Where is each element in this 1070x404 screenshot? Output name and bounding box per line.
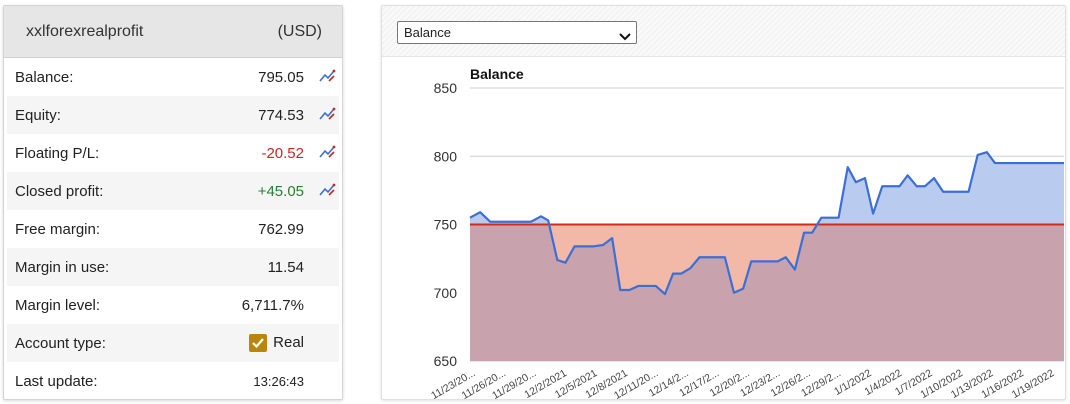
floating-pl-chart-icon[interactable] — [318, 144, 336, 160]
free-margin-label: Free margin: — [15, 220, 101, 238]
chart-toolbar: Balance — [382, 6, 1065, 57]
real-checkbox-icon — [249, 334, 268, 353]
chart-type-selected: Balance — [404, 25, 451, 40]
last-update-label: Last update: — [15, 372, 98, 390]
floating-pl-label: Floating P/L: — [15, 144, 100, 162]
account-type-label: Account type: — [15, 334, 106, 352]
closed-profit-row: Closed profit: +45.05 — [7, 172, 339, 210]
closed-profit-label: Closed profit: — [15, 182, 104, 200]
equity-value: 774.53 — [258, 106, 304, 124]
equity-row: Equity: 774.53 — [7, 96, 339, 134]
y-tick-label: 750 — [434, 217, 458, 233]
closed-profit-value: +45.05 — [257, 182, 304, 200]
account-stats: Balance: 795.05 Equity: 774.53 Floating … — [4, 58, 342, 400]
balance-value: 795.05 — [258, 68, 304, 86]
y-tick-label: 800 — [434, 148, 458, 164]
margin-level-label: Margin level: — [15, 296, 101, 314]
account-name[interactable]: xxlforexrealprofit — [26, 22, 144, 40]
account-summary-panel: xxlforexrealprofit (USD) Balance: 795.05… — [3, 5, 343, 400]
balance-series-line — [469, 151, 1064, 296]
last-update-row: Last update: 13:26:43 — [7, 362, 339, 400]
chart-title: Balance — [470, 66, 524, 82]
balance-chart: 650700750800850Balance11/23/20...11/26/2… — [429, 66, 1064, 401]
y-tick-label: 650 — [434, 353, 458, 369]
account-type-value-wrap: Real — [249, 333, 304, 353]
margin-level-value: 6,711.7% — [241, 296, 304, 314]
balance-label: Balance: — [15, 68, 74, 86]
closed-profit-chart-icon[interactable] — [318, 182, 336, 198]
margin-in-use-label: Margin in use: — [15, 258, 110, 276]
y-tick-label: 850 — [434, 80, 458, 96]
equity-label: Equity: — [15, 106, 61, 124]
above-reference-fill — [470, 152, 1064, 225]
chart-panel: Balance 650 700 750 800 850 Balance 11/23/20..… — [381, 5, 1066, 401]
equity-chart-icon[interactable] — [318, 106, 336, 122]
account-type-value: Real — [273, 333, 304, 351]
chevron-down-icon — [619, 27, 631, 48]
chart-type-select[interactable]: Balance — [397, 21, 637, 44]
balance-chart-icon[interactable] — [318, 68, 336, 84]
margin-in-use-row: Margin in use: 11.54 — [7, 248, 339, 286]
margin-level-row: Margin level: 6,711.7% — [7, 286, 339, 324]
free-margin-row: Free margin: 762.99 — [7, 210, 339, 248]
y-tick-label: 700 — [434, 285, 458, 301]
account-currency: (USD) — [277, 22, 322, 40]
floating-pl-row: Floating P/L: -20.52 — [7, 134, 339, 172]
account-header: xxlforexrealprofit (USD) — [4, 6, 342, 58]
margin-in-use-value: 11.54 — [267, 258, 304, 276]
floating-pl-value: -20.52 — [261, 144, 304, 162]
last-update-value: 13:26:43 — [253, 373, 304, 389]
account-type-row: Account type: Real — [7, 324, 339, 362]
free-margin-value: 762.99 — [258, 220, 304, 238]
balance-row: Balance: 795.05 — [7, 58, 339, 96]
